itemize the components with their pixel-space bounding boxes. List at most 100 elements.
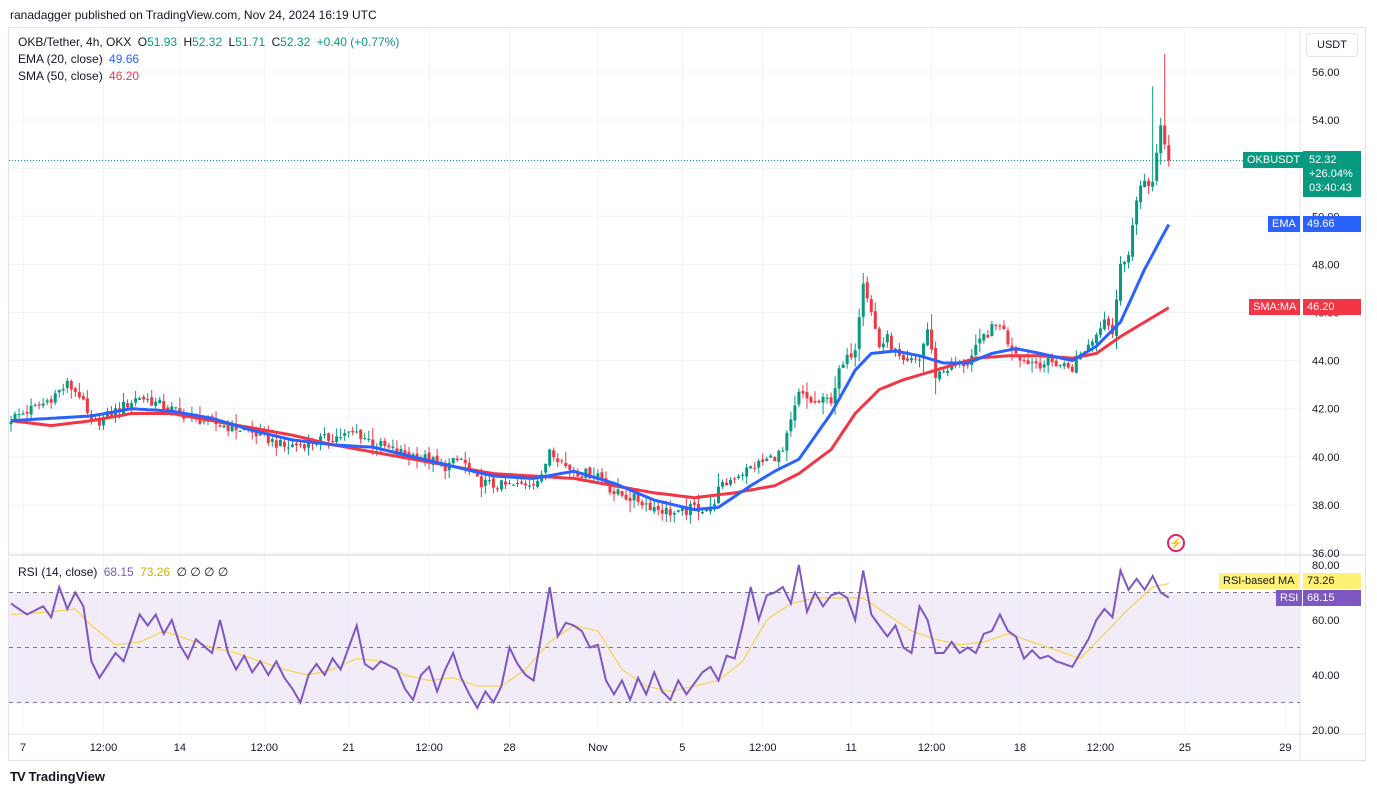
candle-body — [986, 334, 990, 338]
candle-body — [158, 399, 162, 404]
candle-body — [909, 358, 913, 361]
candle-body — [853, 350, 857, 358]
time-tick-label: 7 — [20, 742, 26, 754]
candle-body — [174, 407, 178, 409]
candle-body — [769, 455, 773, 458]
candle-body — [487, 480, 491, 482]
candle-body — [455, 458, 459, 461]
candle-body — [934, 348, 938, 379]
ema-line — [10, 223, 1171, 512]
candle-body — [1054, 360, 1058, 367]
candle-body — [1030, 362, 1034, 364]
legend-close-label: C — [271, 35, 281, 49]
candle-body — [1046, 357, 1050, 366]
candle-body — [347, 431, 351, 433]
candle-body — [781, 450, 785, 452]
legend-high-label: H — [183, 35, 193, 49]
last-price-tag: 52.32 +26.04% 03:40:43 — [1303, 151, 1361, 197]
candle-body — [138, 398, 142, 400]
candle-body — [700, 512, 704, 514]
candle-body — [319, 436, 323, 444]
candle-body — [1151, 181, 1155, 187]
candle-body — [45, 400, 49, 403]
candle-body — [89, 413, 93, 422]
price-tick-label: 54.00 — [1312, 115, 1340, 127]
candle-body — [399, 449, 403, 455]
candle-body — [885, 334, 889, 343]
chart-frame[interactable] — [8, 27, 1366, 761]
candle-body — [548, 449, 552, 466]
candle-body — [1139, 185, 1143, 203]
candle-body — [640, 501, 644, 506]
candle-body — [65, 380, 69, 388]
candle-body — [443, 463, 447, 472]
candle-body — [596, 473, 600, 478]
candle-body — [435, 455, 439, 462]
candle-body — [1119, 263, 1123, 301]
legend-low-label: L — [228, 35, 236, 49]
tradingview-logo-icon: TV — [10, 769, 26, 784]
candle-body — [85, 398, 89, 413]
candle-body — [53, 393, 57, 403]
legend-rsi-value: 68.15 — [103, 565, 134, 579]
candle-body — [922, 343, 926, 359]
candle-body — [1042, 364, 1046, 368]
time-tick-label: 21 — [343, 742, 355, 754]
price-tick-label: 36.00 — [1312, 548, 1340, 560]
rsi-legend[interactable]: RSI (14, close) 68.15 73.26 ∅ ∅ ∅ ∅ — [18, 565, 231, 579]
candle-body — [628, 498, 632, 502]
candle-body — [1115, 299, 1118, 336]
footer-brand[interactable]: TV TradingView — [10, 769, 105, 784]
candle-body — [942, 371, 946, 373]
candle-body — [290, 444, 294, 447]
time-tick-label: 12:00 — [749, 742, 777, 754]
candle-body — [1131, 225, 1135, 257]
candle-body — [37, 404, 41, 406]
candle-body — [294, 443, 298, 446]
time-tick-label: 29 — [1279, 742, 1291, 754]
bar-countdown: 03:40:43 — [1309, 182, 1352, 194]
legend-sma-label: SMA (50, close) — [18, 69, 103, 83]
candle-body — [797, 391, 801, 405]
rsi-line — [10, 564, 1170, 711]
candle-body — [1135, 200, 1139, 225]
time-tick-label: 11 — [845, 742, 856, 754]
time-tick-label: Nov — [588, 742, 608, 754]
candle-body — [729, 479, 733, 485]
candle-body — [1058, 364, 1062, 366]
candle-body — [889, 335, 893, 350]
candle-body — [672, 512, 676, 515]
legend-symbol: OKB/Tether, 4h, OKX — [18, 35, 132, 49]
candle-body — [238, 430, 242, 432]
candle-body — [869, 299, 873, 313]
lightning-icon[interactable]: ⚡ — [1167, 534, 1185, 552]
sma-legend[interactable]: SMA (50, close) 46.20 — [18, 69, 142, 83]
candle-body — [1070, 366, 1074, 372]
candle-body — [777, 450, 781, 463]
candle-body — [323, 433, 327, 436]
candle-body — [556, 458, 560, 463]
candle-body — [166, 407, 170, 411]
ema-legend[interactable]: EMA (20, close) 49.66 — [18, 52, 142, 66]
candle-body — [974, 344, 978, 355]
candle-body — [865, 282, 869, 299]
rsi-ma-tag: RSI-based MA — [1219, 573, 1299, 589]
candle-body — [1038, 362, 1042, 369]
candle-body — [552, 450, 556, 458]
legend-rsi-extras: ∅ ∅ ∅ ∅ — [176, 565, 229, 579]
candle-body — [644, 503, 648, 505]
price-tick-label: 38.00 — [1312, 500, 1340, 512]
candle-body — [17, 414, 21, 416]
candle-body — [226, 424, 230, 431]
candle-body — [343, 433, 347, 436]
candle-body — [57, 389, 61, 393]
candle-body — [479, 476, 483, 488]
candle-body — [713, 504, 716, 507]
currency-button[interactable]: USDT — [1306, 33, 1358, 57]
candle-body — [901, 354, 905, 361]
candle-body — [122, 401, 126, 415]
price-tick-label: 40.00 — [1312, 452, 1340, 464]
candle-body — [1022, 359, 1026, 361]
symbol-legend[interactable]: OKB/Tether, 4h, OKX O51.93 H52.32 L51.71… — [18, 35, 402, 49]
